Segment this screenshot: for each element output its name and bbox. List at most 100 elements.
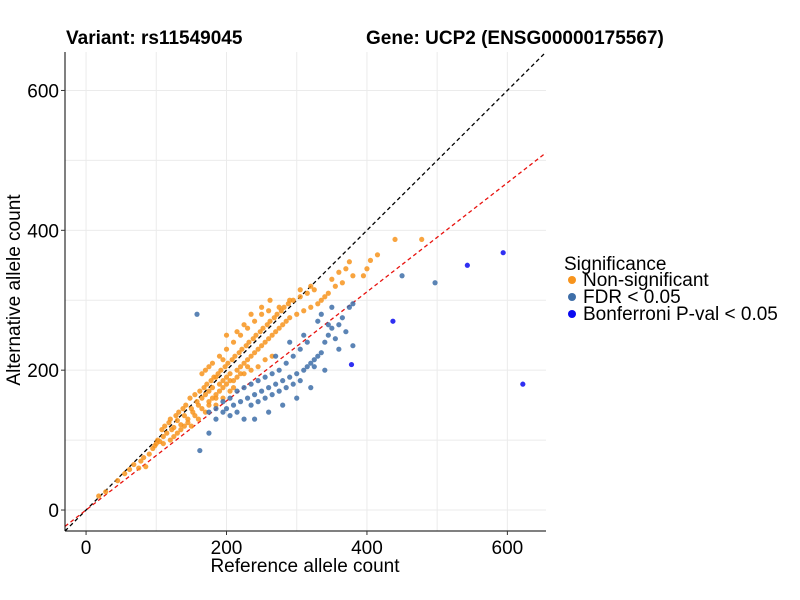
point-non-significant: [183, 402, 189, 408]
y-tick-label: 400: [27, 221, 59, 242]
point-non-significant: [199, 371, 205, 377]
axes: 0 200 400 600 0 200 400 600: [27, 52, 546, 559]
point-non-significant: [276, 304, 282, 310]
point-fdr: [276, 367, 282, 373]
point-non-significant: [234, 367, 240, 373]
point-fdr: [315, 353, 321, 359]
point-non-significant: [199, 395, 205, 401]
point-non-significant: [192, 392, 198, 398]
point-fdr: [294, 395, 300, 401]
point-non-significant: [222, 364, 228, 370]
point-fdr: [339, 315, 345, 321]
point-fdr: [318, 311, 324, 317]
point-fdr: [290, 381, 296, 387]
x-tick-label: 600: [492, 538, 524, 559]
point-fdr: [273, 381, 279, 387]
point-non-significant: [276, 325, 282, 331]
point-non-significant: [223, 346, 230, 352]
point-non-significant: [160, 440, 166, 447]
point-non-significant: [259, 311, 265, 317]
point-non-significant: [287, 315, 293, 321]
point-non-significant: [329, 276, 335, 282]
point-non-significant: [209, 360, 216, 366]
point-non-significant: [241, 322, 247, 328]
point-non-significant: [262, 339, 268, 345]
point-non-significant: [318, 297, 324, 303]
point-fdr: [287, 339, 293, 345]
point-non-significant: [267, 318, 273, 324]
point-non-significant: [248, 353, 254, 359]
point-non-significant: [216, 381, 223, 387]
point-fdr: [283, 385, 289, 391]
point-fdr: [266, 409, 272, 415]
point-fdr: [325, 322, 331, 328]
point-fdr: [311, 364, 317, 370]
point-non-significant: [176, 409, 182, 415]
point-fdr: [297, 378, 303, 384]
y-tick-label: 200: [27, 361, 59, 382]
point-fdr: [206, 430, 212, 436]
point-fdr: [234, 388, 240, 394]
point-non-significant: [392, 236, 398, 243]
point-fdr: [294, 371, 300, 377]
point-non-significant: [237, 371, 244, 377]
point-fdr: [197, 447, 203, 454]
point-non-significant: [167, 437, 173, 443]
point-fdr: [251, 392, 258, 398]
point-non-significant: [195, 402, 202, 408]
point-fdr: [329, 304, 335, 310]
point-non-significant: [374, 252, 381, 258]
point-non-significant: [273, 329, 279, 335]
point-non-significant: [259, 343, 265, 349]
point-non-significant: [367, 257, 374, 263]
point-non-significant: [322, 294, 328, 300]
point-non-significant: [162, 423, 168, 429]
x-tick-label: 200: [211, 538, 243, 559]
point-non-significant: [96, 493, 102, 499]
point-fdr: [315, 318, 321, 324]
x-tick-label: 400: [351, 538, 383, 559]
point-fdr: [262, 395, 268, 401]
legend-label: FDR < 0.05: [583, 287, 681, 308]
point-non-significant: [294, 311, 300, 317]
point-non-significant: [138, 458, 144, 464]
point-non-significant: [146, 451, 152, 457]
point-non-significant: [339, 280, 345, 286]
point-fdr: [194, 311, 200, 317]
point-non-significant: [267, 297, 273, 303]
grid: [65, 52, 546, 531]
point-fdr: [322, 367, 328, 373]
point-non-significant: [230, 378, 237, 384]
point-non-significant: [216, 353, 223, 359]
point-fdr: [244, 395, 251, 401]
point-fdr: [230, 402, 237, 408]
point-fdr: [311, 357, 317, 363]
point-non-significant: [253, 332, 259, 338]
point-non-significant: [127, 466, 133, 473]
y-tick-label: 600: [27, 81, 59, 102]
point-non-significant: [287, 297, 293, 303]
point-non-significant: [122, 471, 128, 477]
point-non-significant: [131, 461, 137, 468]
point-non-significant: [223, 332, 230, 338]
point-non-significant: [350, 273, 356, 279]
point-fdr: [308, 360, 314, 366]
point-non-significant: [360, 273, 367, 279]
point-bonferroni: [348, 361, 355, 368]
point-non-significant: [141, 454, 147, 461]
x-axis-label: Reference allele count: [210, 556, 400, 577]
point-fdr: [287, 374, 293, 380]
point-non-significant: [262, 357, 268, 363]
point-non-significant: [181, 423, 187, 429]
point-fdr: [432, 280, 438, 286]
point-non-significant: [220, 385, 226, 391]
point-non-significant: [343, 266, 349, 272]
point-non-significant: [187, 395, 193, 401]
legend-key-icon: [568, 293, 576, 301]
reference-line-fit: [64, 152, 547, 527]
point-fdr: [283, 360, 289, 366]
point-non-significant: [188, 423, 194, 429]
point-fdr: [297, 346, 303, 352]
point-non-significant: [257, 329, 263, 335]
point-fdr: [301, 332, 307, 338]
